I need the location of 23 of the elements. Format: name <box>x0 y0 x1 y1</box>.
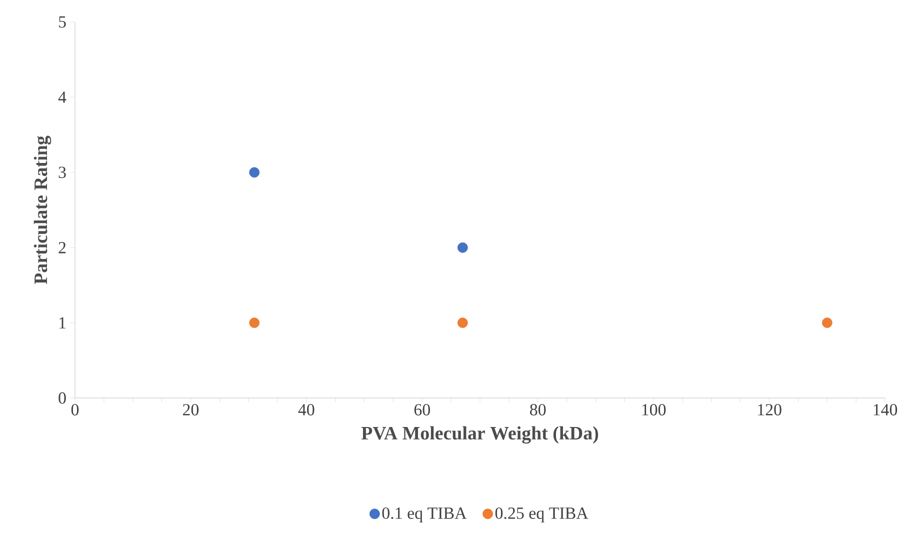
legend-label: 0.1 eq TIBA <box>382 507 467 522</box>
x-tick-label: 40 <box>298 404 314 416</box>
legend-label: 0.25 eq TIBA <box>495 507 588 522</box>
y-tick-label: 1 <box>60 317 66 328</box>
x-tick-label: 140 <box>874 404 898 416</box>
x-tick-label: 120 <box>758 404 782 416</box>
y-tick-label: 4 <box>58 92 66 103</box>
x-tick-label: 0 <box>71 404 79 416</box>
y-axis-title: Particulate Rating <box>34 136 52 284</box>
point <box>249 318 260 328</box>
y-tick-label: 3 <box>58 166 66 178</box>
x-axis-title: PVA Molecular Weight (kDa) <box>361 426 598 444</box>
point <box>249 167 260 178</box>
point <box>822 318 832 328</box>
point <box>457 242 468 253</box>
point <box>457 318 468 328</box>
y-tick-label: 0 <box>58 392 66 404</box>
y-tick-label: 2 <box>58 242 66 254</box>
y-tick-label: 5 <box>59 16 66 28</box>
x-tick-label: 20 <box>182 404 199 416</box>
x-tick-label: 100 <box>642 404 666 416</box>
x-tick-label: 60 <box>414 404 430 416</box>
x-tick-label: 80 <box>530 404 546 416</box>
